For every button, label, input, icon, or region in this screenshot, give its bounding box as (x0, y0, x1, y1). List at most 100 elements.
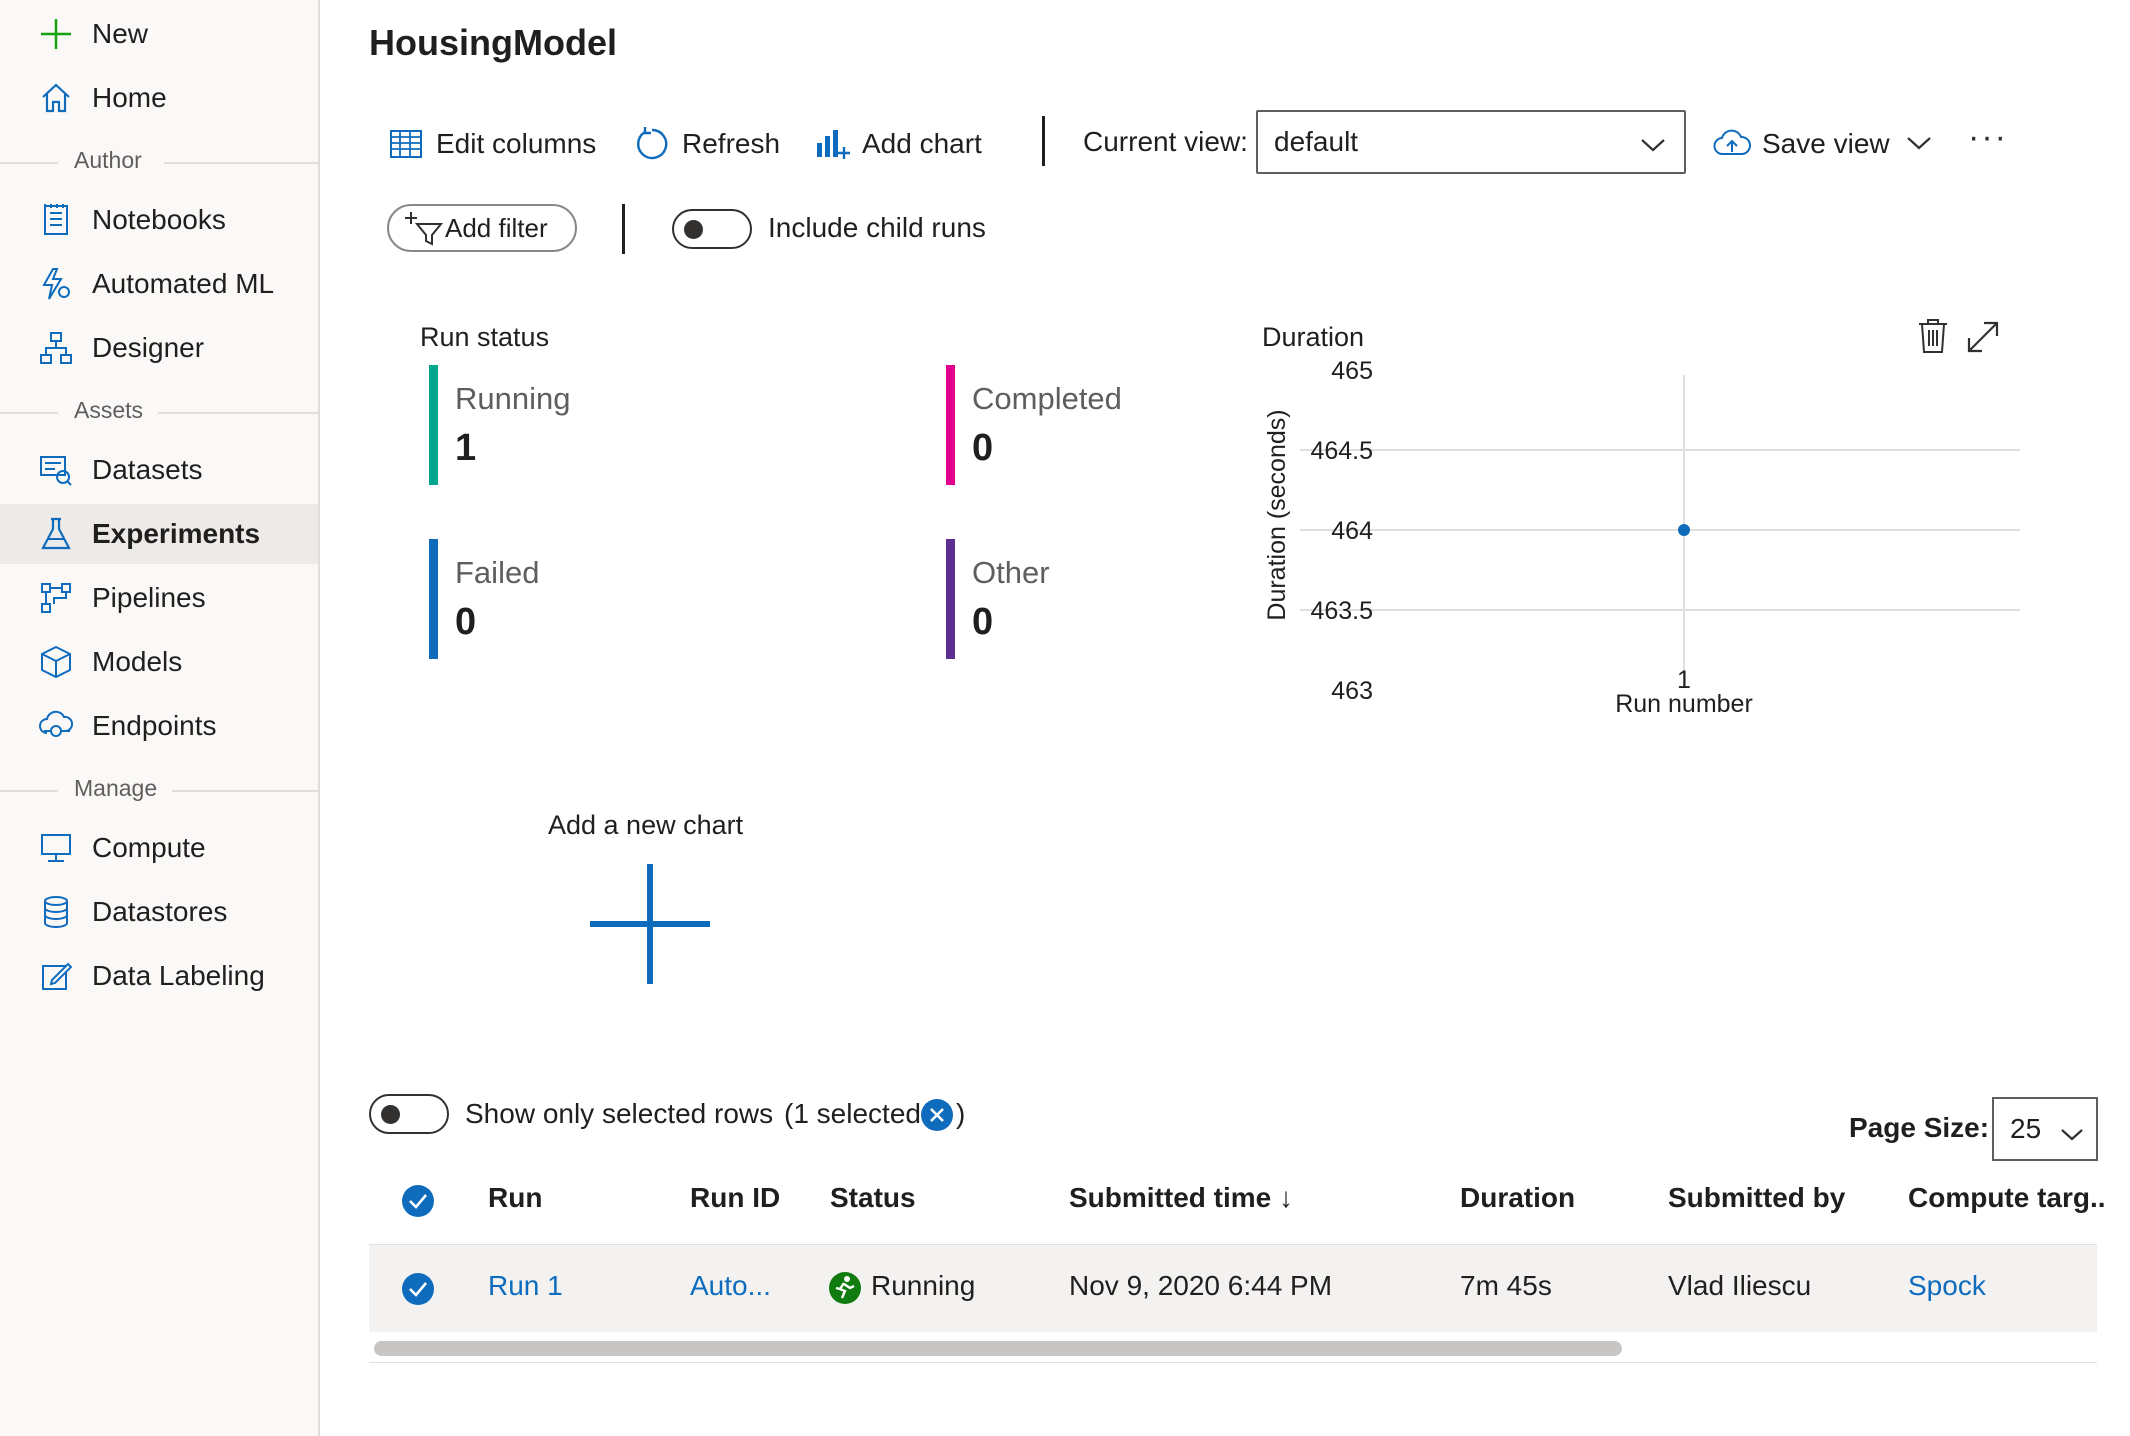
x-axis-label: Run number (1615, 690, 1753, 718)
cloud-upload-icon (1712, 124, 1752, 164)
sidebar-item-label: Automated ML (92, 268, 275, 299)
column-header-submitted-time[interactable]: Submitted time ↓ (1069, 1182, 1294, 1213)
add-chart-button[interactable]: Add chart (812, 119, 982, 169)
status-color-bar (429, 539, 438, 659)
status-count: 1 (455, 427, 477, 469)
page-size-dropdown[interactable]: 25 (1992, 1097, 2098, 1161)
dataset-icon (38, 452, 74, 488)
y-tick-label: 464.5 (1310, 437, 1373, 465)
sidebar-item-label: Datastores (92, 896, 228, 927)
chevron-down-icon (1906, 128, 1932, 160)
sidebar-item-experiments[interactable]: Experiments (0, 504, 318, 564)
sidebar-item-designer[interactable]: Designer (0, 318, 318, 378)
table-row[interactable] (369, 1244, 2097, 1332)
sidebar-item-pipelines[interactable]: Pipelines (0, 568, 318, 628)
chevron-down-icon (1640, 130, 1666, 162)
sidebar-item-label: Pipelines (92, 582, 206, 613)
sidebar-item-data-labeling[interactable]: Data Labeling (0, 946, 318, 1006)
sidebar-item-label: Endpoints (92, 710, 217, 741)
edit-columns-label: Edit columns (436, 128, 597, 159)
status-text: Running (871, 1270, 976, 1301)
run-id-link[interactable]: Auto... (690, 1270, 771, 1301)
edit-columns-button[interactable]: Edit columns (386, 119, 596, 169)
sidebar-item-label: Models (92, 646, 183, 677)
refresh-icon (632, 124, 672, 164)
delete-chart-icon[interactable] (1917, 318, 1949, 359)
data-point[interactable] (1678, 524, 1690, 536)
sidebar-item-home[interactable]: Home (0, 68, 318, 128)
status-label: Running (455, 381, 571, 416)
flask-icon (38, 516, 74, 552)
column-header-duration[interactable]: Duration (1460, 1182, 1576, 1213)
bar-chart-add-icon (812, 124, 852, 164)
sidebar-item-endpoints[interactable]: Endpoints (0, 696, 318, 756)
sidebar-item-datastores[interactable]: Datastores (0, 882, 318, 942)
select-all-checkbox[interactable] (401, 1184, 435, 1223)
status-color-bar (429, 365, 438, 485)
filter-add-icon (403, 210, 445, 255)
chevron-down-icon (2060, 1119, 2084, 1151)
duration-chart-title: Duration (1262, 322, 1365, 352)
y-axis-label: Duration (seconds) (1263, 409, 1291, 620)
column-header-status[interactable]: Status (830, 1182, 916, 1213)
sidebar-item-models[interactable]: Models (0, 632, 318, 692)
running-status-icon (828, 1271, 862, 1310)
toolbar-divider (1042, 116, 1045, 166)
sidebar-item-label: Home (92, 82, 167, 113)
cube-icon (38, 644, 74, 680)
sidebar-item-label: Datasets (92, 454, 203, 485)
save-view-button[interactable]: Save view (1712, 119, 1932, 169)
sidebar-item-new[interactable]: New (0, 4, 318, 64)
refresh-button[interactable]: Refresh (632, 119, 780, 169)
show-selected-rows-label: Show only selected rows (465, 1098, 774, 1129)
current-view-value: default (1274, 126, 1359, 157)
status-color-bar (946, 365, 955, 485)
add-filter-label: Add filter (445, 212, 548, 243)
add-new-chart-plus-icon[interactable] (588, 862, 712, 991)
column-header-run[interactable]: Run (488, 1182, 543, 1213)
sidebar-item-automated-ml[interactable]: Automated ML (0, 254, 318, 314)
column-header-run-id[interactable]: Run ID (690, 1182, 781, 1213)
run-name-link[interactable]: Run 1 (488, 1270, 563, 1301)
clear-selection-icon[interactable] (920, 1098, 954, 1137)
lightning-gear-icon (38, 266, 74, 302)
show-selected-rows-toggle[interactable] (369, 1094, 449, 1134)
section-assets: Assets (0, 397, 318, 427)
column-header-compute-target[interactable]: Compute targ.. (1908, 1182, 2106, 1213)
expand-chart-icon[interactable] (1966, 320, 2000, 359)
status-color-bar (946, 539, 955, 659)
more-options-button[interactable]: ··· (1968, 118, 2008, 156)
y-tick-label: 464 (1331, 517, 1373, 545)
page-title: HousingModel (369, 22, 617, 63)
sidebar-item-label: Data Labeling (92, 960, 265, 991)
sidebar-item-label: New (92, 18, 149, 49)
edit-label-icon (38, 958, 74, 994)
horizontal-scrollbar-thumb[interactable] (374, 1341, 1622, 1356)
selected-count-label: (1 selected (784, 1098, 921, 1129)
status-count: 0 (972, 601, 994, 643)
status-count: 0 (455, 601, 477, 643)
row-checkbox[interactable] (401, 1272, 435, 1311)
page-size-label: Page Size: (1849, 1112, 1990, 1143)
compute-target-link[interactable]: Spock (1908, 1270, 1986, 1301)
cloud-endpoint-icon (38, 708, 74, 744)
add-filter-button[interactable]: Add filter (387, 204, 577, 252)
left-navigation: New Home Author Notebooks Automated ML D… (0, 0, 320, 1436)
column-header-submitted-by[interactable]: Submitted by (1668, 1182, 1846, 1213)
status-label: Failed (455, 555, 540, 590)
y-tick-label: 463 (1331, 677, 1373, 705)
y-tick-label: 463.5 (1310, 597, 1373, 625)
add-chart-label: Add chart (862, 128, 982, 159)
sidebar-item-compute[interactable]: Compute (0, 818, 318, 878)
include-child-runs-toggle[interactable] (672, 209, 752, 249)
sidebar-item-notebooks[interactable]: Notebooks (0, 190, 318, 250)
sidebar-item-label: Experiments (92, 518, 261, 549)
status-label: Other (972, 555, 1050, 590)
hierarchy-icon (38, 330, 74, 366)
sidebar-item-datasets[interactable]: Datasets (0, 440, 318, 500)
current-view-dropdown[interactable]: default (1256, 110, 1686, 174)
add-new-chart-label: Add a new chart (548, 810, 744, 840)
monitor-icon (38, 830, 74, 866)
filter-divider (622, 204, 625, 254)
x-tick-label: 1 (1677, 666, 1691, 694)
